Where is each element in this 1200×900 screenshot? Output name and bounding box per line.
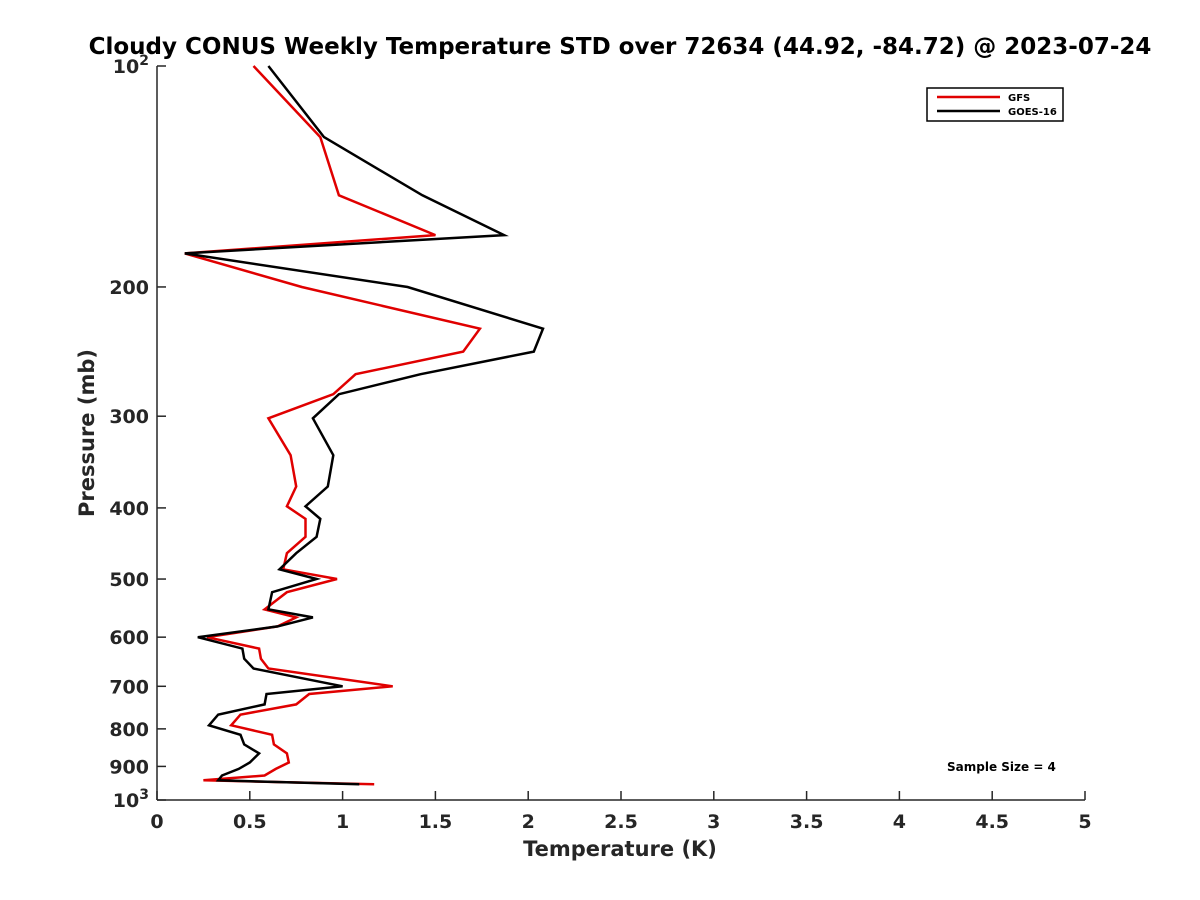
series-line-gfs: [184, 65, 483, 786]
x-tick-label: 0: [150, 811, 163, 833]
legend-label-goes16: GOES-16: [1008, 107, 1057, 118]
y-axis-label: Pressure (mb): [75, 349, 99, 517]
y-tick-label: 700: [109, 676, 149, 698]
x-tick-label: 4: [893, 811, 906, 833]
x-tick-label: 3: [707, 811, 720, 833]
series-line-goes-16: [184, 65, 545, 786]
x-tick-label: 1.5: [419, 811, 453, 833]
x-tick-label: 5: [1078, 811, 1091, 833]
x-tick-label: 2: [522, 811, 535, 833]
x-tick-label: 4.5: [975, 811, 1009, 833]
y-tick-label: 800: [109, 719, 149, 741]
y-tick-label: 600: [109, 627, 149, 649]
y-tick-label: 500: [109, 569, 149, 591]
y-tick-label: 900: [109, 756, 149, 778]
y-tick-label: 102: [113, 53, 149, 78]
legend-label-gfs: GFS: [1008, 93, 1030, 104]
y-tick-label: 400: [109, 498, 149, 520]
x-tick-label: 2.5: [604, 811, 638, 833]
plot-area: [184, 65, 545, 786]
y-axis-ticks: 102 200 300 400 500 600 700 800 900 103: [109, 53, 166, 812]
x-axis-label: Temperature (K): [523, 837, 717, 861]
y-tick-label: 300: [109, 406, 149, 428]
x-tick-label: 1: [336, 811, 349, 833]
x-tick-label: 0.5: [233, 811, 267, 833]
x-tick-label: 3.5: [790, 811, 824, 833]
x-axis-ticks: 0 0.5 1 1.5 2 2.5 3 3.5 4 4.5 5: [150, 791, 1092, 833]
sample-size-annotation: Sample Size = 4: [947, 760, 1056, 774]
chart-title: Cloudy CONUS Weekly Temperature STD over…: [89, 34, 1152, 60]
legend: GFS GOES-16: [926, 87, 1064, 122]
y-tick-label: 200: [109, 277, 149, 299]
legend-box: [926, 87, 1064, 122]
y-tick-label: 103: [113, 787, 149, 812]
